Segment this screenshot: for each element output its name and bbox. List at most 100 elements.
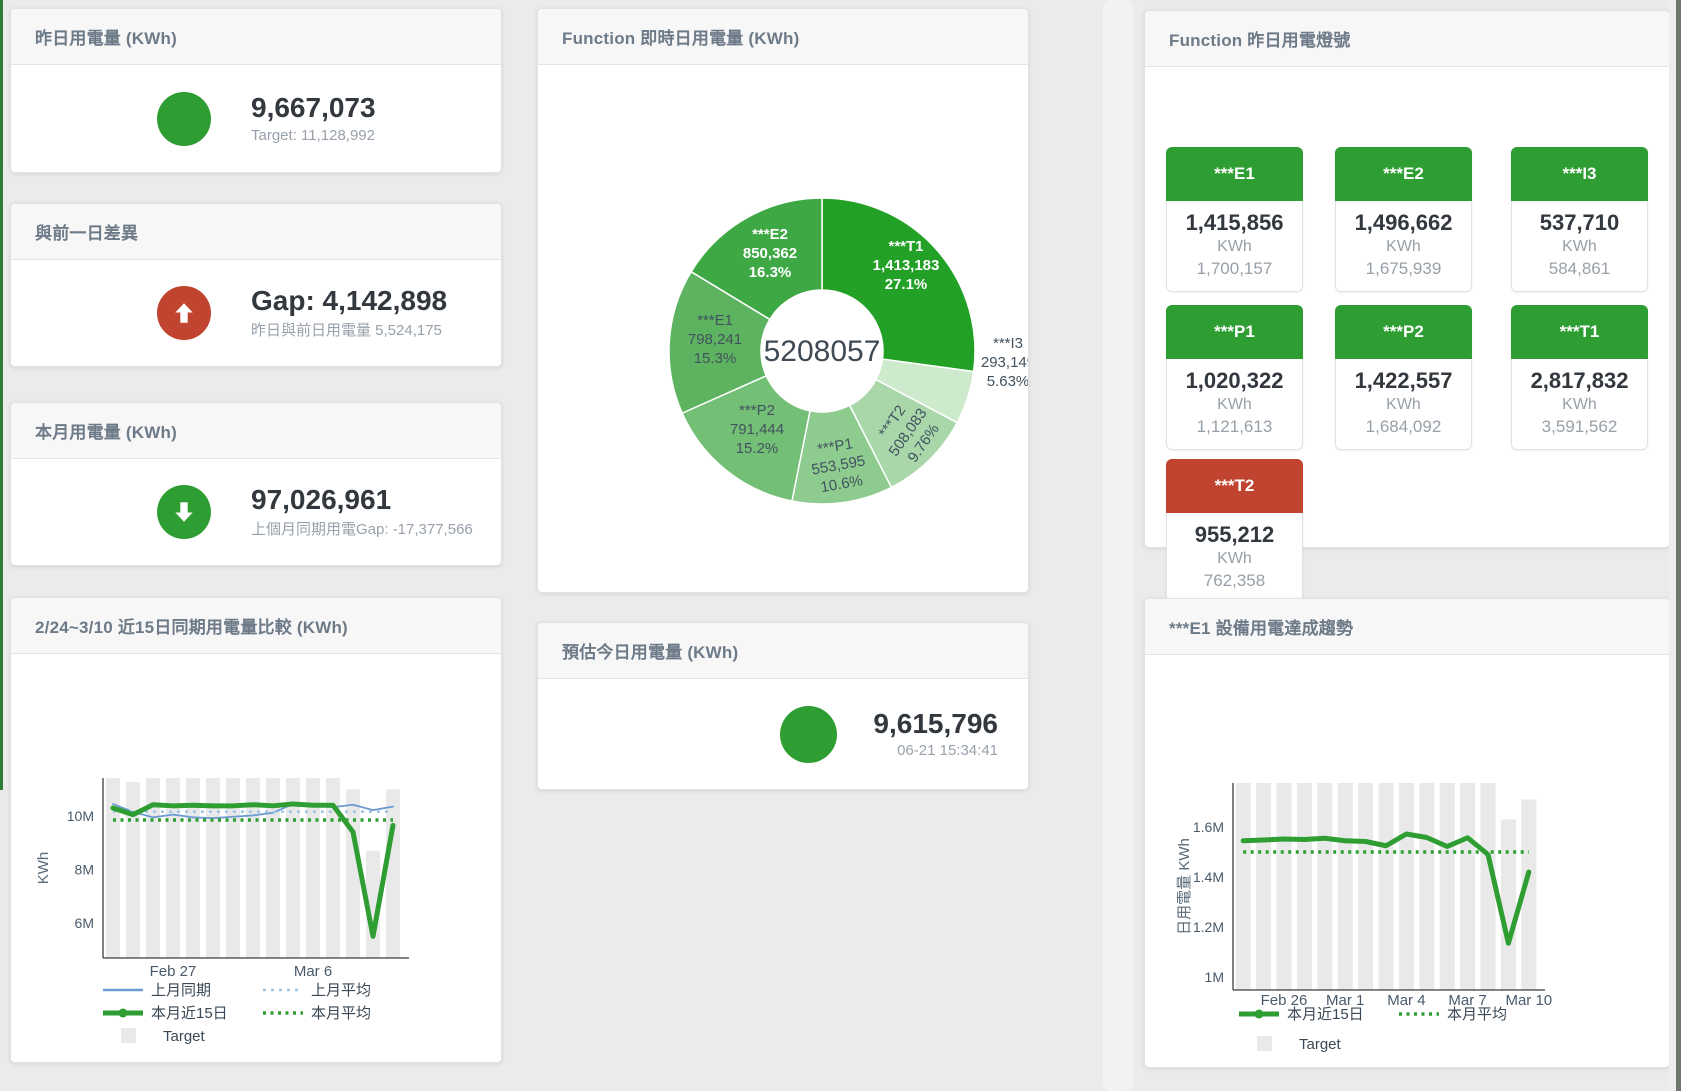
legend-item-dots[interactable]: 本月平均 (263, 1005, 371, 1022)
tile-value: 1,020,322 (1185, 368, 1284, 393)
x-tick: Mar 10 (1505, 992, 1552, 1009)
donut-slice-E2[interactable] (690, 197, 823, 321)
tile-target: 584,861 (1548, 258, 1611, 278)
lights-grid: ***E1 1,415,856 KWh 1,700,157 ***E2 1,49… (1145, 67, 1669, 605)
tile-target: 762,358 (1203, 570, 1266, 590)
target-bar[interactable] (146, 778, 160, 958)
donut-label-E2: ***E2 850,362 16.3% (743, 226, 797, 281)
realtime-usage-donut-chart[interactable]: ***T11,413,18327.1%***I3293,1495.63%***T… (538, 65, 1035, 592)
card-realtime-donut: Function 即時日用電量 (KWh) ***T1 1,413,183 27.1… (537, 8, 1035, 593)
legend-item-dots[interactable]: 本月平均 (1399, 1006, 1507, 1023)
day-gap-value: Gap: 4,142,898 (251, 284, 448, 316)
y-tick: 1.4M (1193, 869, 1224, 885)
tile-name: ***I3 (1511, 147, 1648, 201)
legend-item-line[interactable]: 上月同期 (103, 982, 211, 999)
card-month-usage: 本月用電量 (KWh) 97,026,961 上個月同期用電Gap: -17,3… (10, 402, 502, 566)
yesterday-usage-target: Target: 11,128,992 (251, 126, 375, 144)
tile-unit: KWh (1562, 396, 1597, 414)
card-yesterday-lights-title: Function 昨日用電燈號 (1145, 11, 1669, 67)
series-thick[interactable] (1240, 831, 1532, 946)
donut-label-T1: ***T1 1,413,183 27.1% (873, 238, 940, 293)
target-bar[interactable] (1317, 783, 1333, 990)
target-bar[interactable] (246, 778, 260, 958)
tile-name: ***E2 (1335, 147, 1472, 201)
target-bar[interactable] (306, 778, 320, 958)
target-bar[interactable] (1235, 783, 1251, 990)
svg-text:本月平均: 本月平均 (1447, 1006, 1507, 1023)
legend-item-square[interactable]: Target (1257, 1036, 1342, 1053)
target-bar[interactable] (186, 778, 200, 958)
target-bar[interactable] (266, 778, 280, 958)
legend-item-thick[interactable]: 本月近15日 (1239, 1006, 1364, 1023)
light-tile-E1: ***E1 1,415,856 KWh 1,700,157 (1166, 147, 1303, 293)
card-realtime-donut-title: Function 即時日用電量 (KWh) (538, 9, 1028, 65)
target-bar[interactable] (326, 778, 340, 958)
target-bar[interactable] (1398, 783, 1414, 990)
donut-label-P2: ***P2 791,444 15.2% (730, 402, 784, 457)
target-bar[interactable] (1439, 783, 1455, 990)
target-bar[interactable] (1521, 799, 1537, 991)
svg-text:本月近15日: 本月近15日 (151, 1005, 228, 1022)
target-bar[interactable] (1358, 783, 1374, 990)
card-yesterday-lights: Function 昨日用電燈號 ***E1 1,415,856 KWh 1,70… (1144, 10, 1670, 605)
status-circle-icon (780, 705, 838, 763)
today-estimate-value: 9,615,796 (873, 707, 998, 739)
status-circle-icon (157, 91, 211, 146)
target-bar[interactable] (106, 778, 120, 958)
y-axis-label: 日用電量 KWh (1176, 838, 1193, 935)
light-tile-I3: ***I3 537,710 KWh 584,861 (1511, 147, 1648, 293)
target-bar[interactable] (346, 789, 360, 958)
card-today-estimate-title: 預估今日用電量 (KWh) (538, 623, 1028, 679)
target-bar[interactable] (1480, 783, 1496, 990)
target-bar[interactable] (1378, 783, 1394, 990)
y-tick: 10M (67, 808, 94, 824)
target-bar[interactable] (1296, 783, 1312, 990)
target-bar[interactable] (1460, 783, 1476, 990)
donut-slice-E1[interactable] (668, 270, 771, 415)
target-bar[interactable] (226, 778, 240, 958)
donut-label-E1: ***E1 798,241 15.3% (688, 312, 742, 367)
legend-item-dash[interactable]: 上月平均 (263, 982, 371, 999)
arrow-down-circle-icon (157, 485, 211, 539)
target-bar[interactable] (286, 778, 300, 958)
page-scrollbar-thumb[interactable] (1676, 0, 1681, 1091)
target-bar[interactable] (1276, 783, 1292, 990)
card-today-estimate: 預估今日用電量 (KWh) 9,615,796 06-21 15:34:41 (537, 622, 1029, 790)
tile-value: 1,415,856 (1185, 210, 1284, 235)
x-tick: Mar 6 (294, 963, 332, 980)
today-estimate-timestamp: 06-21 15:34:41 (897, 742, 998, 760)
target-bar[interactable] (126, 782, 140, 958)
light-tile-T2: ***T2 955,212 KWh 762,358 (1166, 459, 1303, 605)
y-tick: 8M (75, 861, 94, 877)
series-thick[interactable] (110, 801, 396, 939)
target-bar[interactable] (1256, 783, 1272, 990)
target-bar[interactable] (1500, 819, 1516, 991)
tile-target: 1,700,157 (1196, 258, 1273, 278)
card-e1-trend-title: ***E1 設備用電達成趨勢 (1145, 599, 1669, 655)
target-bar[interactable] (1337, 783, 1353, 990)
target-bar[interactable] (206, 778, 220, 958)
x-tick: Mar 1 (1326, 992, 1364, 1009)
legend-item-thick[interactable]: 本月近15日 (103, 1005, 228, 1022)
target-bar[interactable] (386, 789, 400, 958)
donut-slice-P2[interactable] (681, 374, 811, 502)
svg-text:上月同期: 上月同期 (151, 982, 211, 999)
legend-item-square[interactable]: Target (121, 1028, 206, 1045)
x-tick: Mar 4 (1387, 992, 1425, 1009)
target-bar[interactable] (1419, 783, 1435, 990)
arrow-up-circle-icon (157, 286, 211, 340)
svg-text:Target: Target (163, 1028, 206, 1045)
target-bar[interactable] (166, 778, 180, 958)
tile-name: ***P1 (1166, 305, 1303, 359)
tile-value: 2,817,832 (1530, 368, 1629, 393)
y-tick: 1.6M (1193, 819, 1224, 835)
donut-slice-T1[interactable] (821, 197, 976, 373)
x-tick: Feb 27 (150, 963, 197, 980)
card-month-usage-title: 本月用電量 (KWh) (11, 403, 501, 459)
series-line[interactable] (112, 803, 394, 820)
tile-unit: KWh (1386, 396, 1421, 414)
panel-scrollbar-track[interactable] (1103, 0, 1133, 1091)
